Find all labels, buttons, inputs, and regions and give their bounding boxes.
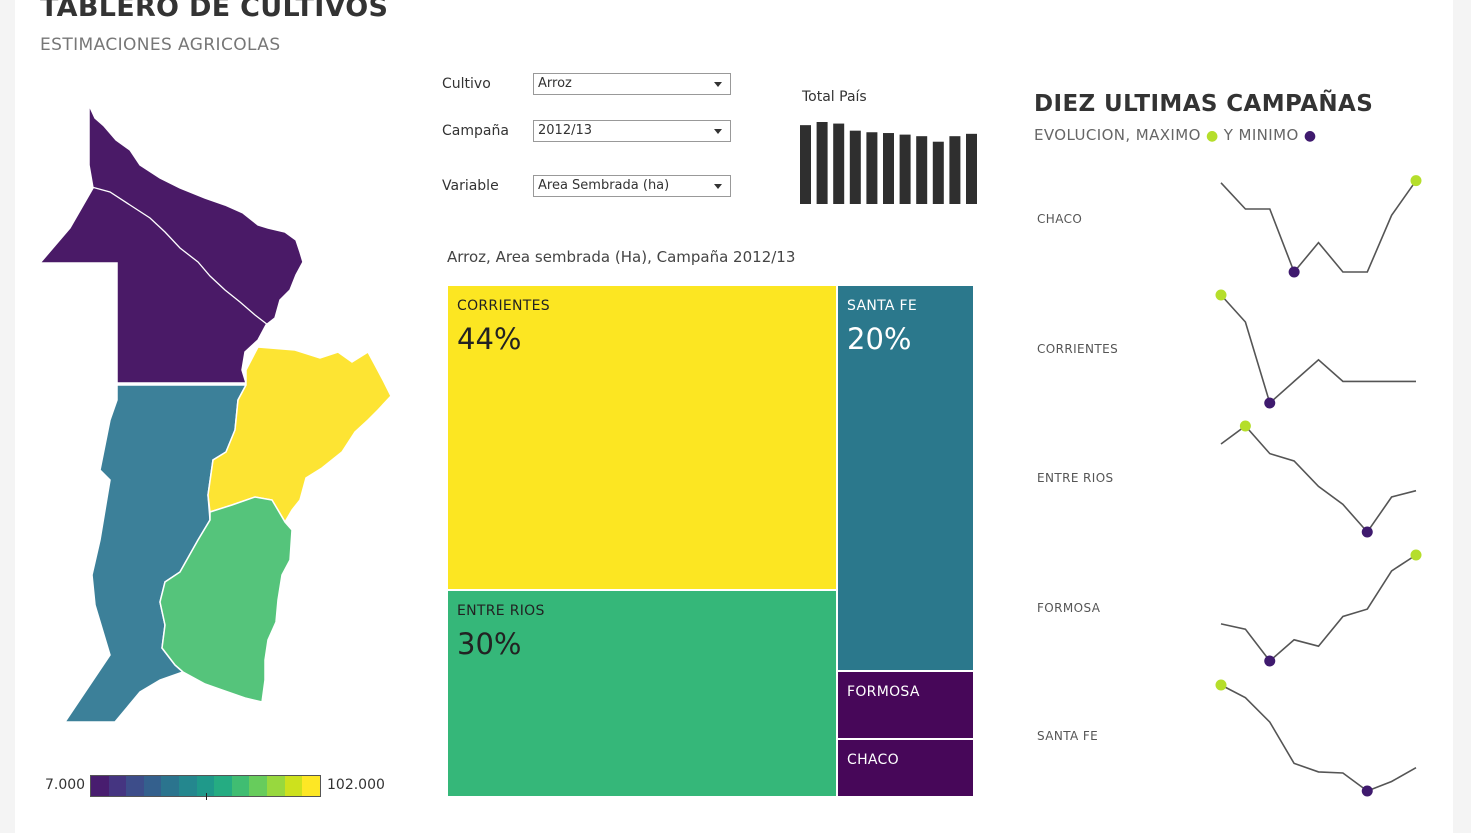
- treemap-tile-santa-fe[interactable]: SANTA FE 20%: [837, 285, 974, 671]
- filter-campana-value: 2012/13: [538, 123, 593, 138]
- treemap-tile-label: FORMOSA: [847, 684, 920, 700]
- treemap-tile-percent: 20%: [847, 322, 912, 356]
- filter-cultivo-select[interactable]: Arroz: [533, 73, 731, 95]
- treemap-tile-label: SANTA FE: [847, 298, 917, 314]
- min-dot-icon: ●: [1303, 128, 1317, 144]
- legend-swatch: [143, 776, 162, 796]
- sparkline-label-entre-rios: ENTRE RIOS: [1037, 471, 1114, 485]
- treemap-tile-corrientes[interactable]: CORRIENTES 44%: [447, 285, 837, 590]
- legend-min-value: 7.000: [45, 777, 86, 793]
- treemap-tile-percent: 30%: [457, 627, 522, 661]
- filter-variable-label: Variable: [442, 178, 499, 194]
- legend-swatch: [249, 776, 268, 796]
- total-pais-bar[interactable]: [883, 133, 894, 204]
- legend-swatch: [267, 776, 285, 796]
- total-pais-bar[interactable]: [866, 132, 878, 204]
- filter-cultivo-label: Cultivo: [442, 76, 491, 92]
- total-pais-title: Total País: [802, 89, 867, 105]
- legend-swatch: [196, 776, 215, 796]
- total-pais-bar[interactable]: [949, 136, 961, 204]
- filter-variable-value: Area Sembrada (ha): [538, 178, 670, 193]
- filter-variable-select[interactable]: Area Sembrada (ha): [533, 175, 731, 197]
- sparkline-label-chaco: CHACO: [1037, 212, 1083, 226]
- chevron-down-icon: [714, 129, 722, 134]
- treemap-tile-percent: 44%: [457, 322, 522, 356]
- province-border-line: [87, 185, 269, 326]
- total-pais-bar[interactable]: [816, 122, 828, 204]
- sparklines-subtitle-evolucion: EVOLUCION, MAXIMO: [1034, 126, 1201, 144]
- filter-cultivo-value: Arroz: [538, 76, 572, 91]
- total-pais-bar[interactable]: [849, 130, 861, 204]
- legend-marker: [206, 793, 207, 800]
- filter-campana-select[interactable]: 2012/13: [533, 120, 731, 142]
- legend-swatch: [231, 776, 250, 796]
- legend-swatch: [126, 776, 144, 796]
- dashboard-subtitle: ESTIMACIONES AGRICOLAS: [40, 35, 281, 55]
- sparklines-subtitle-minimo: Y MINIMO: [1223, 126, 1299, 144]
- sparklines-title: DIEZ ULTIMAS CAMPAÑAS: [1034, 91, 1374, 117]
- treemap-tile-label: CORRIENTES: [457, 298, 550, 314]
- treemap-tile-label: CHACO: [847, 752, 899, 768]
- total-pais-bar[interactable]: [966, 133, 977, 204]
- color-legend: [90, 775, 321, 797]
- sparklines-subtitle: EVOLUCION, MAXIMO ● Y MINIMO ●: [1034, 126, 1316, 144]
- total-pais-bar[interactable]: [833, 123, 845, 204]
- dashboard-title: TABLERO DE CULTIVOS: [40, 0, 389, 23]
- total-pais-bar[interactable]: [800, 125, 811, 204]
- sparkline-label-santa-fe: SANTA FE: [1037, 729, 1099, 743]
- treemap-title: Arroz, Area sembrada (Ha), Campaña 2012/…: [447, 248, 796, 266]
- legend-swatch: [91, 776, 109, 796]
- chevron-down-icon: [714, 82, 722, 87]
- province-formosa[interactable]: [38, 104, 304, 384]
- treemap-tile-entre-rios[interactable]: ENTRE RIOS 30%: [447, 590, 837, 797]
- total-pais-bar-chart: [800, 122, 977, 204]
- total-pais-bar[interactable]: [899, 134, 911, 204]
- chevron-down-icon: [714, 184, 722, 189]
- max-dot-icon: ●: [1205, 128, 1219, 144]
- legend-max-value: 102.000: [327, 777, 385, 793]
- sparkline-label-formosa: FORMOSA: [1037, 601, 1101, 615]
- province-corrientes[interactable]: [207, 346, 392, 524]
- legend-swatch: [161, 776, 180, 796]
- total-pais-bar[interactable]: [932, 141, 944, 204]
- total-pais-bar[interactable]: [916, 136, 928, 204]
- legend-swatch: [302, 776, 320, 796]
- treemap-tile-formosa[interactable]: FORMOSA: [837, 671, 974, 739]
- treemap-tile-chaco[interactable]: CHACO: [837, 739, 974, 797]
- province-entre-rios[interactable]: [159, 496, 293, 703]
- filter-campana-label: Campaña: [442, 123, 509, 139]
- treemap-tile-label: ENTRE RIOS: [457, 603, 545, 619]
- sparkline-label-corrientes: CORRIENTES: [1037, 342, 1119, 356]
- legend-swatch: [284, 776, 303, 796]
- legend-swatch: [214, 776, 232, 796]
- legend-swatch: [108, 776, 127, 796]
- legend-swatch: [179, 776, 197, 796]
- province-map: [38, 104, 392, 723]
